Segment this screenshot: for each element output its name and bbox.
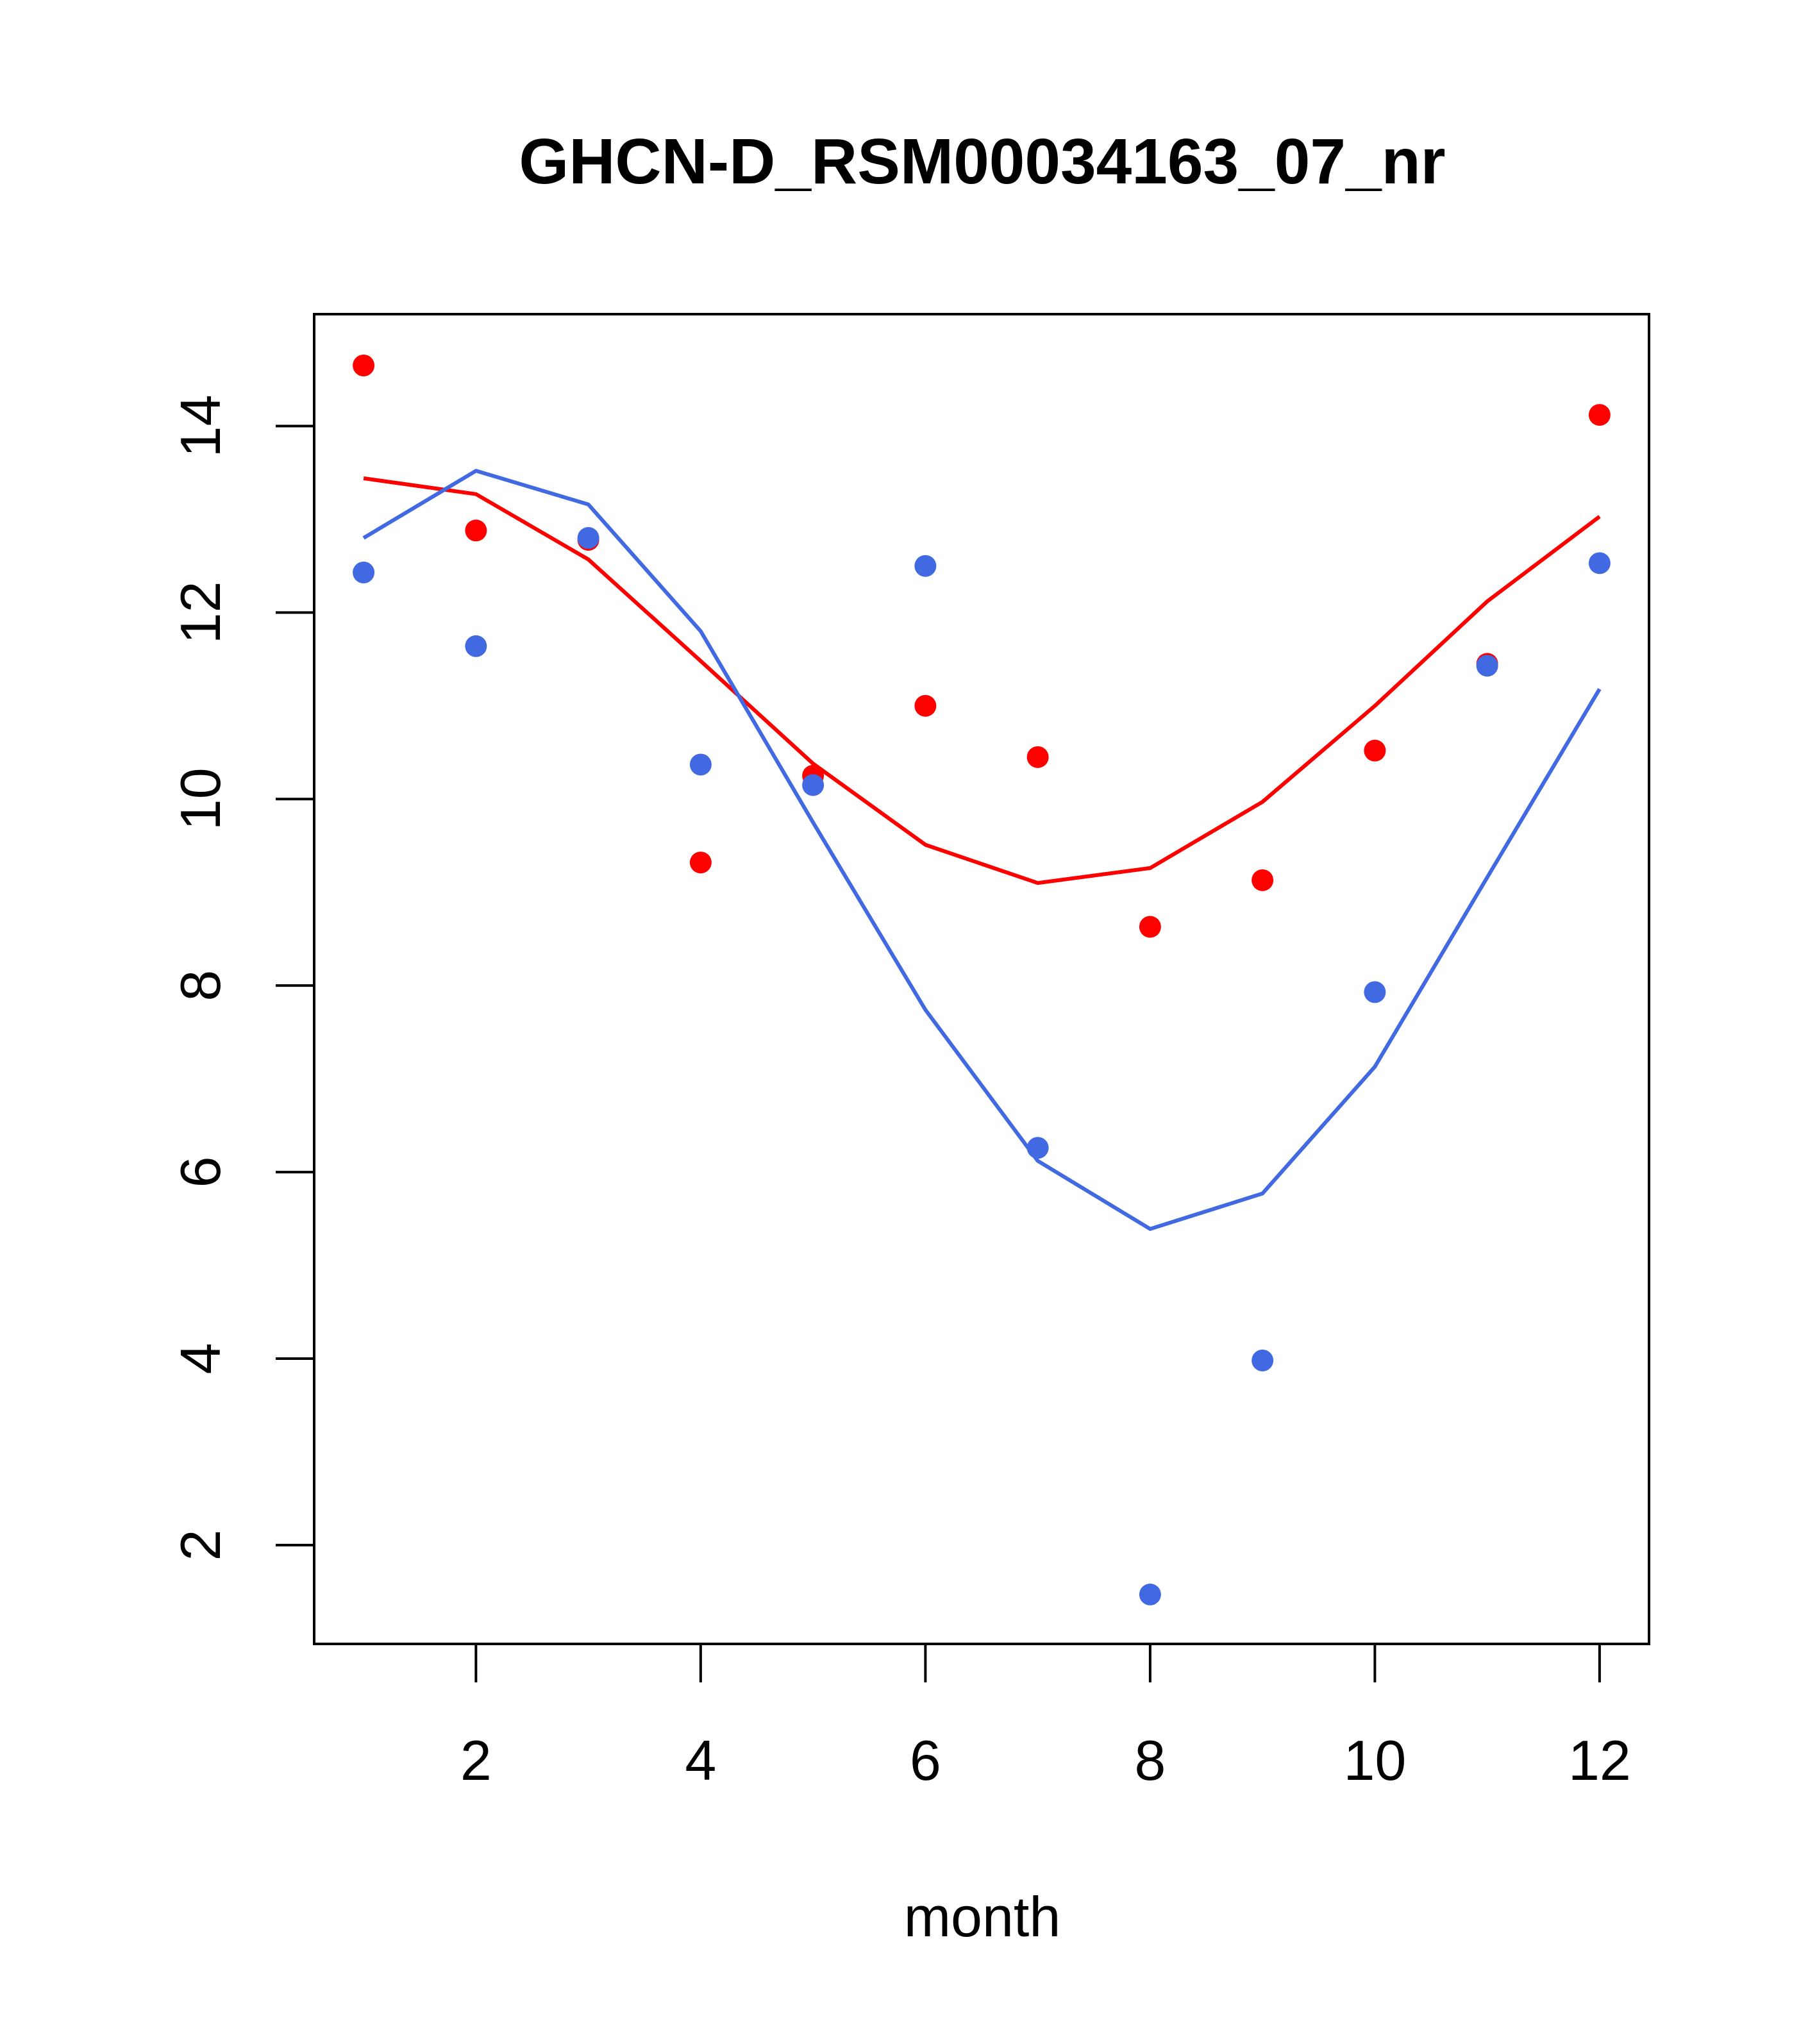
y-tick-label: 12 bbox=[169, 581, 232, 644]
series-layer bbox=[353, 354, 1611, 1605]
series-1-point bbox=[353, 354, 375, 376]
series-2-point bbox=[1364, 981, 1386, 1003]
series-2-point bbox=[914, 555, 937, 577]
series-2-point bbox=[1588, 552, 1611, 574]
series-1-point bbox=[1139, 916, 1161, 938]
series-1-point bbox=[1026, 746, 1049, 768]
series-2-point bbox=[689, 753, 712, 776]
series-2-point bbox=[1476, 655, 1498, 677]
y-tick-label: 4 bbox=[169, 1343, 232, 1374]
series-2-line bbox=[362, 469, 1602, 1231]
y-tick-label: 6 bbox=[169, 1157, 232, 1188]
x-axis-label: month bbox=[904, 1885, 1061, 1948]
plot-frame bbox=[313, 313, 1650, 1645]
x-tick-label: 2 bbox=[460, 1729, 492, 1792]
series-2-point bbox=[577, 527, 599, 549]
y-tick-label: 2 bbox=[169, 1529, 232, 1561]
series-2-point bbox=[1139, 1583, 1161, 1605]
chart-title: GHCN-D_RSM00034163_07_nr bbox=[519, 126, 1445, 197]
x-tick-label: 8 bbox=[1134, 1729, 1166, 1792]
x-tick-label: 10 bbox=[1343, 1729, 1406, 1792]
series-1-line bbox=[363, 476, 1601, 885]
x-tick-label: 6 bbox=[910, 1729, 941, 1792]
y-tick-label: 8 bbox=[169, 970, 232, 1001]
x-tick-label: 12 bbox=[1568, 1729, 1631, 1792]
series-1-point bbox=[689, 851, 712, 874]
series-2-point bbox=[802, 774, 825, 796]
series-2-point bbox=[1252, 1349, 1274, 1371]
series-2-point bbox=[353, 561, 375, 583]
x-tick-label: 4 bbox=[685, 1729, 716, 1792]
series-1-point bbox=[1588, 404, 1611, 426]
series-1-point bbox=[465, 519, 487, 542]
series-1-point bbox=[914, 694, 937, 717]
y-axis: 2 4 6 8 10 12 14 bbox=[169, 395, 315, 1561]
series-1-point bbox=[1252, 869, 1274, 891]
y-tick-label: 10 bbox=[169, 767, 232, 830]
series-1-point bbox=[1364, 739, 1386, 762]
x-axis: 2 4 6 8 10 12 bbox=[460, 1643, 1631, 1792]
series-2-point bbox=[1026, 1137, 1049, 1159]
series-2-point bbox=[465, 635, 487, 657]
y-tick-label: 14 bbox=[169, 395, 232, 458]
